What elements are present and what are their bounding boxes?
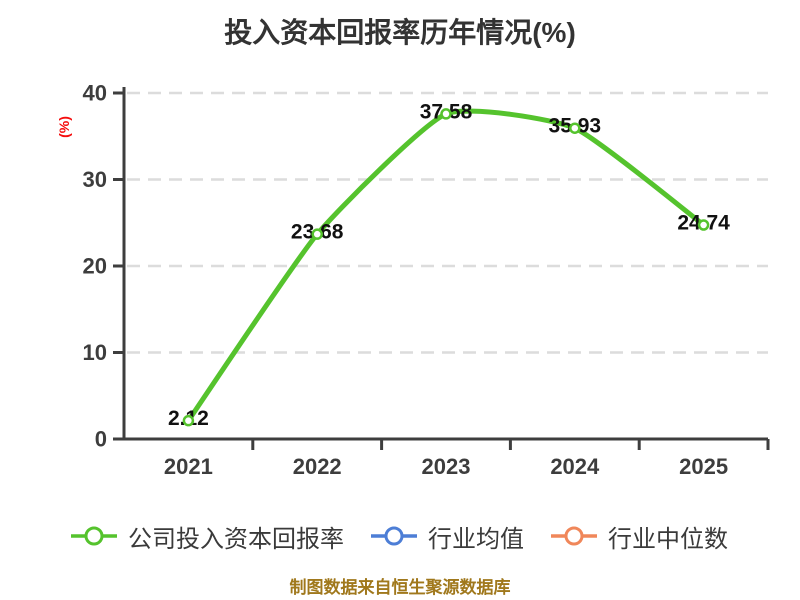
legend-line-marker-icon [71,526,117,546]
svg-text:2024: 2024 [550,454,600,479]
legend-item-label: 公司投入资本回报率 [128,525,344,553]
data-source-note: 制图数据来自恒生聚源数据库 [289,578,511,597]
legend-item-industry-median: 行业中位数 [550,519,728,554]
svg-text:2023: 2023 [422,454,471,479]
svg-text:2022: 2022 [293,454,342,479]
legend: 公司投入资本回报率 行业均值 行业中位数 [70,519,728,554]
svg-text:0: 0 [95,427,107,452]
legend-item-company-roic: 公司投入资本回报率 [70,519,344,554]
legend-item-industry-mean: 行业均值 [370,519,524,554]
svg-text:40: 40 [83,81,107,106]
svg-text:2021: 2021 [164,454,213,479]
legend-line-marker-icon [551,526,597,546]
chart-title: 投入资本回报率历年情况(%) [224,17,576,48]
legend-line-marker-icon [371,526,417,546]
svg-text:30: 30 [83,167,107,192]
svg-text:10: 10 [83,340,107,365]
legend-item-label: 行业均值 [428,525,524,553]
legend-item-label: 行业中位数 [608,525,728,553]
svg-text:2025: 2025 [679,454,728,479]
svg-text:20: 20 [83,254,107,279]
